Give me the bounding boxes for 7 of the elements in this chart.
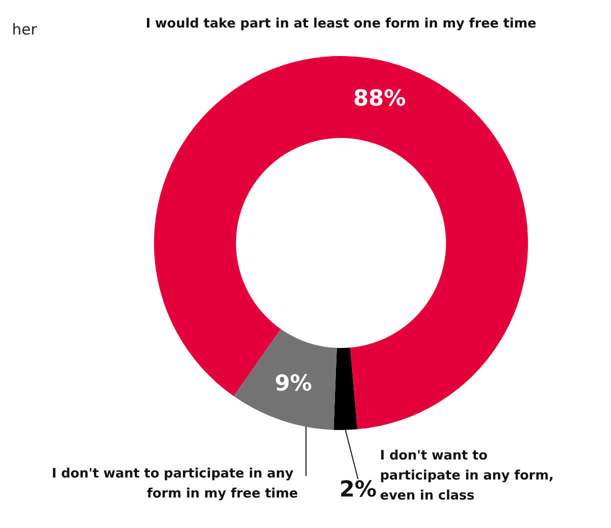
slice-label: I don't want to participate in any form, even in class <box>380 448 558 504</box>
slice-label: I don't want to participate in any form in my free time <box>52 466 298 502</box>
data-label: 2% <box>339 478 377 502</box>
text: her <box>12 20 38 38</box>
data-label: 9% <box>274 372 312 397</box>
data-label: 88% <box>353 86 406 112</box>
slice-label: I would take part in at least one form in my free time <box>146 16 536 32</box>
